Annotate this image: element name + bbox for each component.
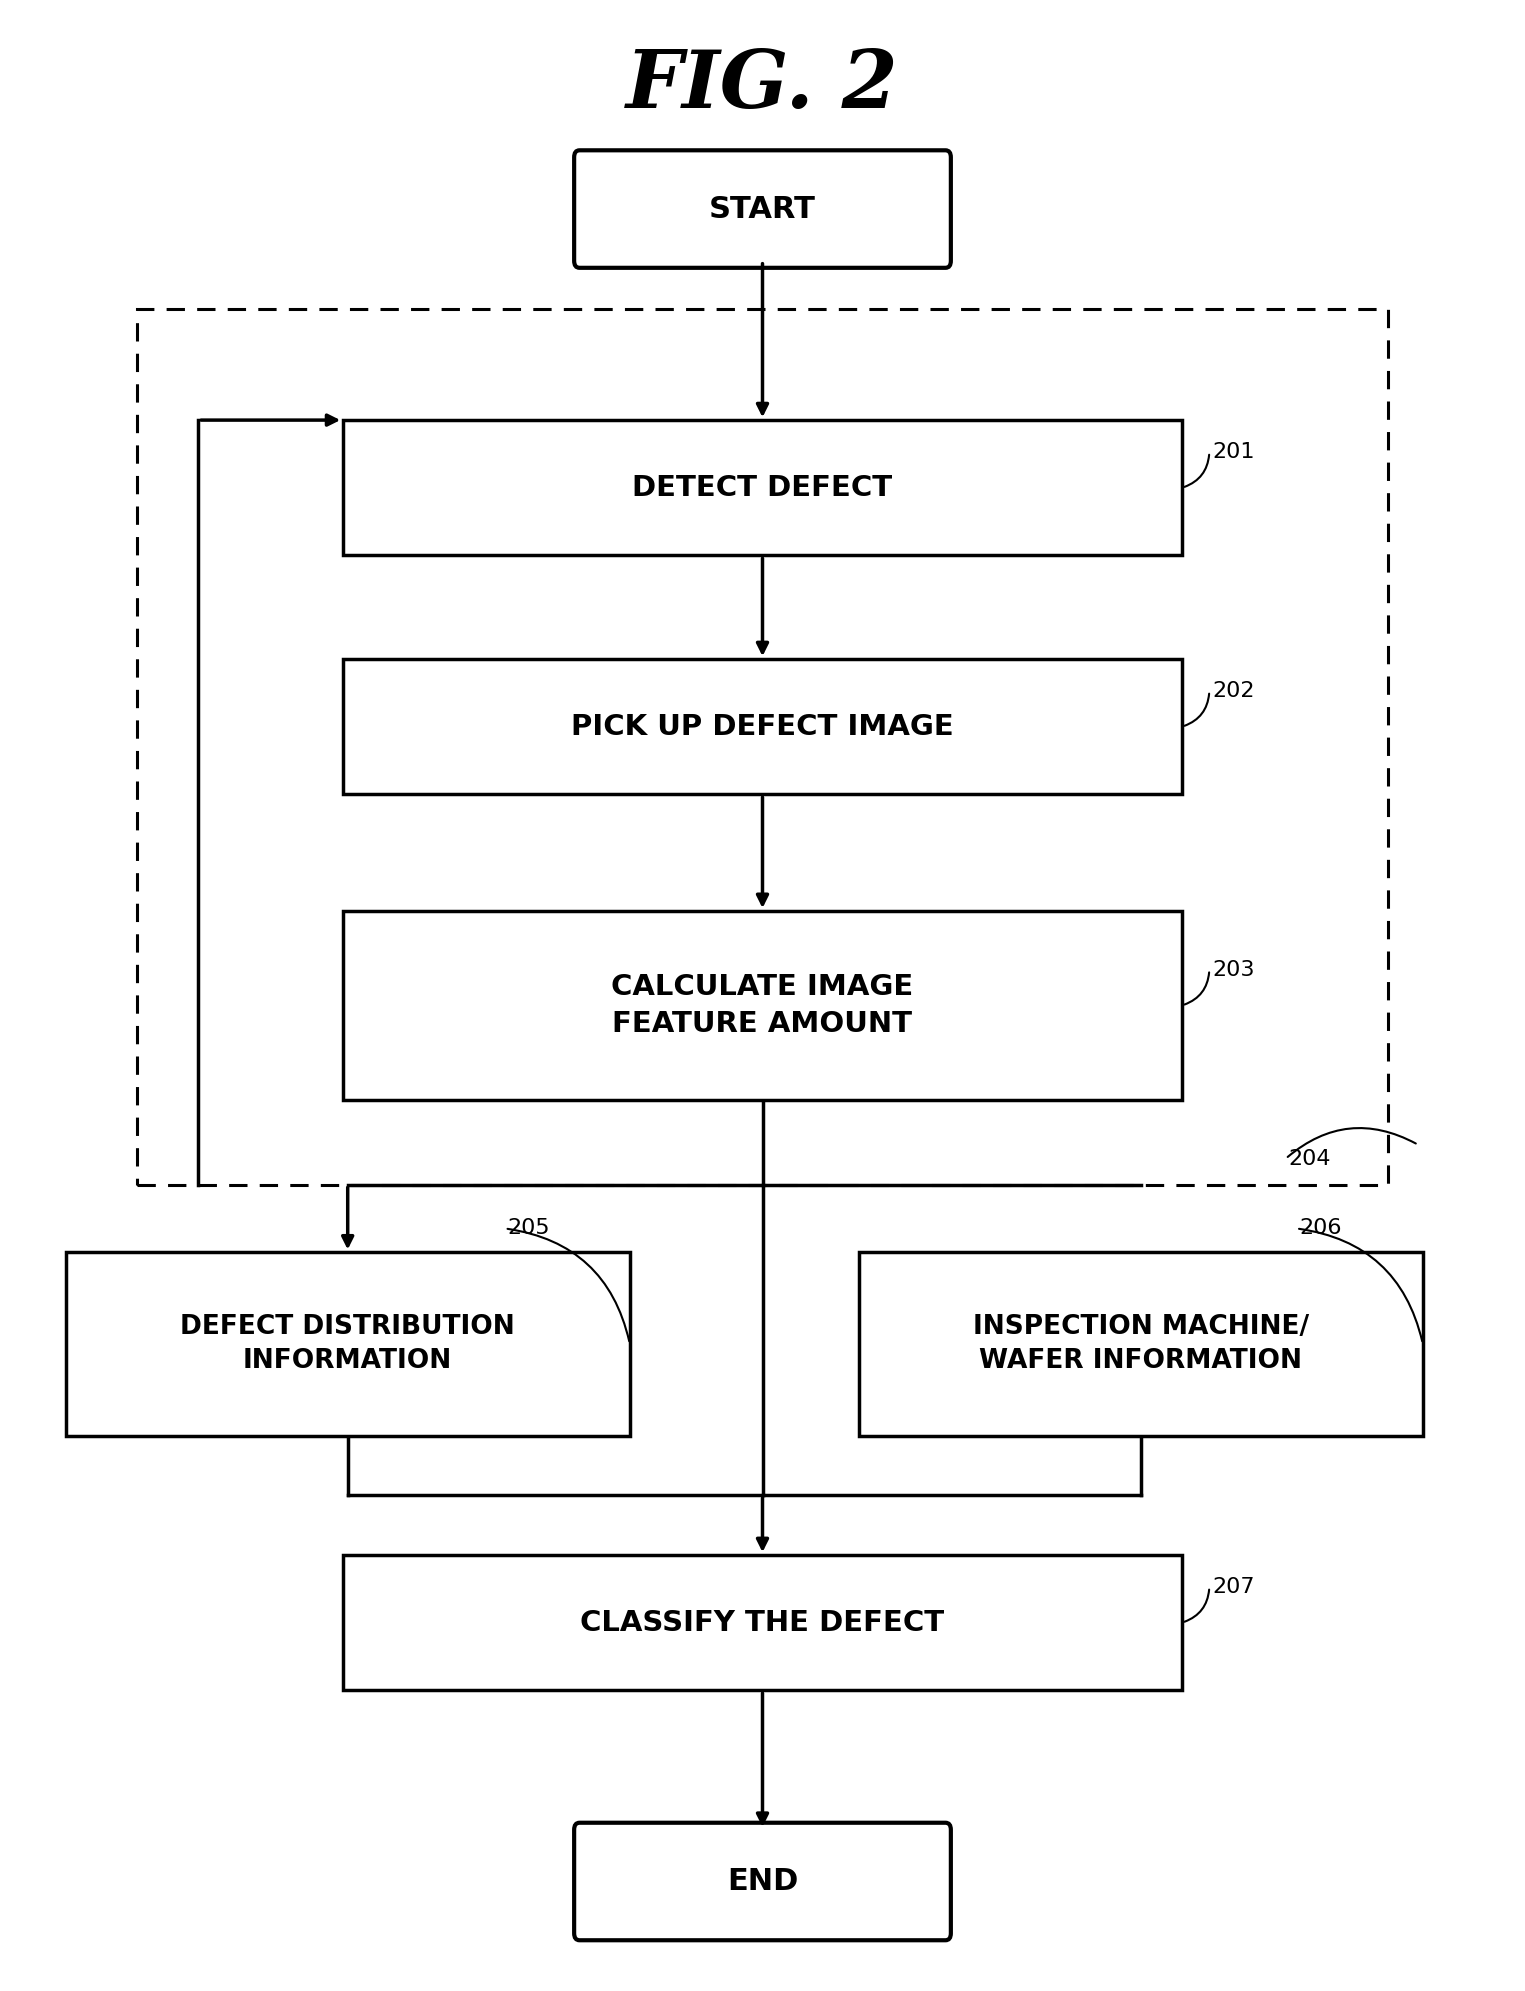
Bar bbox=[137, 309, 1388, 1185]
Text: INSPECTION MACHINE/
WAFER INFORMATION: INSPECTION MACHINE/ WAFER INFORMATION bbox=[973, 1314, 1308, 1374]
Bar bbox=[343, 420, 1182, 555]
FancyBboxPatch shape bbox=[573, 149, 952, 269]
FancyBboxPatch shape bbox=[573, 1822, 952, 1941]
Bar bbox=[343, 912, 1182, 1099]
Bar bbox=[343, 659, 1182, 794]
Text: 205: 205 bbox=[508, 1218, 551, 1238]
Text: CALCULATE IMAGE
FEATURE AMOUNT: CALCULATE IMAGE FEATURE AMOUNT bbox=[612, 974, 913, 1037]
Text: 206: 206 bbox=[1299, 1218, 1342, 1238]
Text: 207: 207 bbox=[1212, 1577, 1255, 1597]
Text: FIG. 2: FIG. 2 bbox=[627, 48, 898, 123]
Text: 203: 203 bbox=[1212, 960, 1255, 980]
Bar bbox=[343, 1555, 1182, 1690]
Text: DEFECT DISTRIBUTION
INFORMATION: DEFECT DISTRIBUTION INFORMATION bbox=[180, 1314, 515, 1374]
Bar bbox=[859, 1252, 1423, 1436]
Text: PICK UP DEFECT IMAGE: PICK UP DEFECT IMAGE bbox=[572, 713, 953, 741]
Text: END: END bbox=[727, 1868, 798, 1895]
Text: CLASSIFY THE DEFECT: CLASSIFY THE DEFECT bbox=[581, 1609, 944, 1637]
Text: 204: 204 bbox=[1289, 1149, 1331, 1169]
Text: START: START bbox=[709, 195, 816, 223]
Text: 202: 202 bbox=[1212, 681, 1255, 701]
Text: DETECT DEFECT: DETECT DEFECT bbox=[633, 474, 892, 502]
Bar bbox=[66, 1252, 630, 1436]
Text: 201: 201 bbox=[1212, 442, 1255, 462]
